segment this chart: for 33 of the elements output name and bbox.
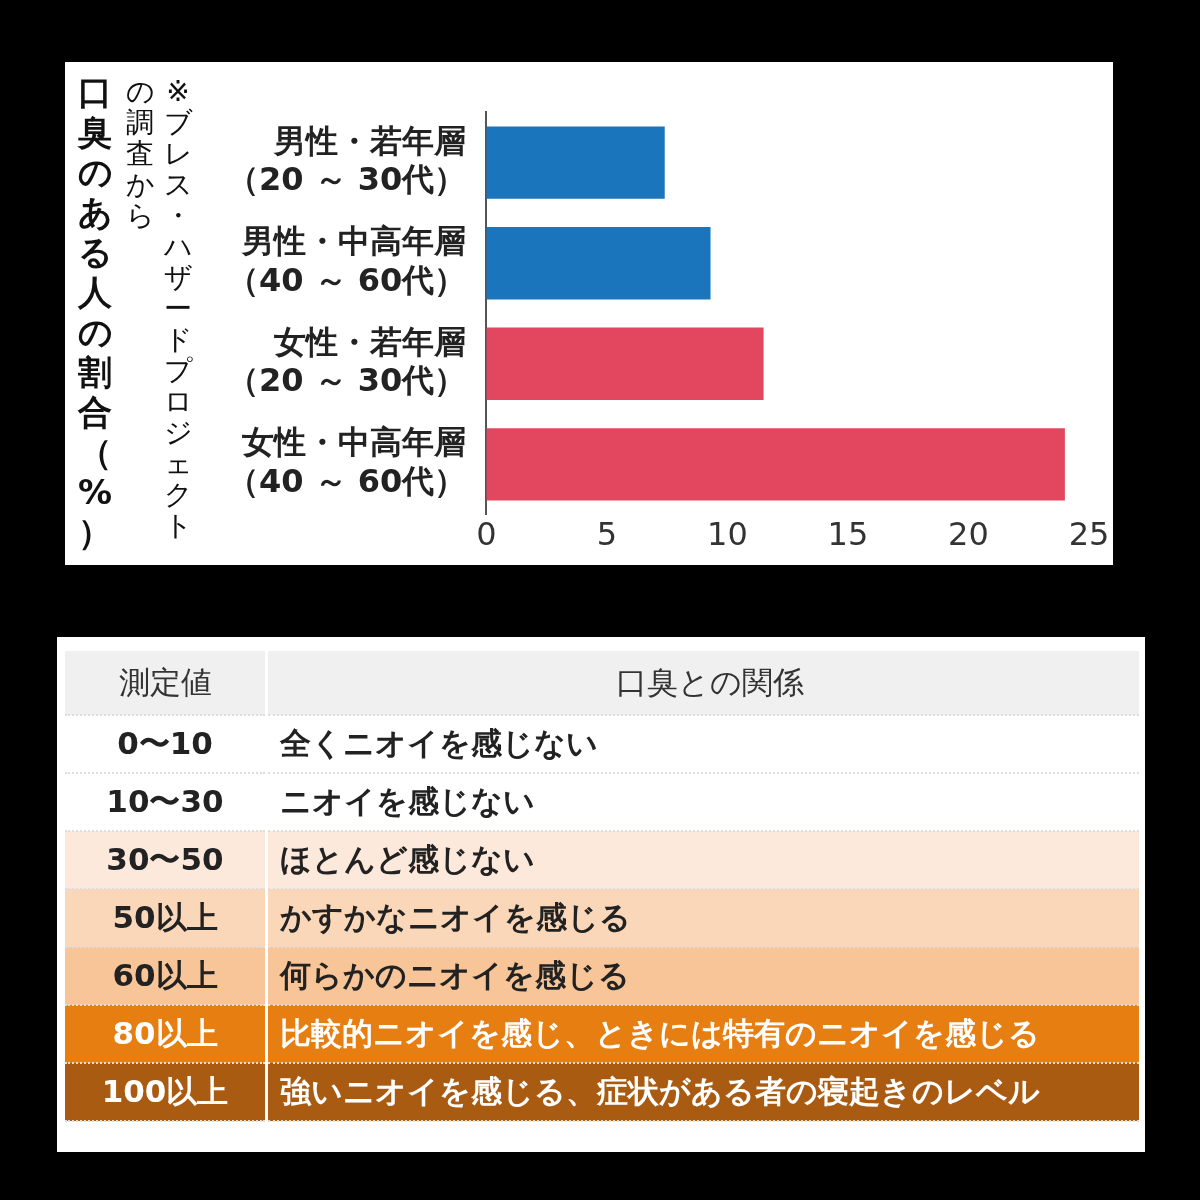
bar [486, 227, 711, 300]
text: かすかなニオイを感じる [266, 889, 1139, 947]
x-tick-label: 20 [948, 515, 989, 554]
text: ほとんど感じない [266, 831, 1139, 889]
y-tick-label: 女性・若年層（20 ～ 30代） [227, 322, 467, 400]
text: 口臭との関係 [266, 651, 1139, 715]
text: の調査から [124, 75, 156, 232]
y-tick-label: 男性・中高年層（40 ～ 60代） [227, 222, 467, 299]
text: 比較的ニオイを感じ、ときには特有のニオイを感じる [266, 1005, 1139, 1063]
text: 60以上 [65, 947, 267, 1005]
y-tick-label: 女性・中高年層（40 ～ 60代） [227, 423, 467, 500]
text: 10〜30 [65, 773, 267, 831]
x-tick-label: 25 [1068, 515, 1110, 554]
text: 口臭のある人の割合（%） [77, 72, 113, 552]
text: 0〜10 [65, 715, 267, 773]
bar [486, 327, 764, 400]
text: ※ブレス・ハザードプロジェクト [163, 75, 193, 542]
text: 何らかのニオイを感じる [266, 947, 1139, 1005]
x-tick-label: 15 [827, 515, 869, 554]
x-tick-label: 0 [476, 515, 497, 554]
x-tick-label: 10 [707, 515, 748, 554]
text: 全くニオイを感じない [266, 715, 1139, 773]
text: 強いニオイを感じる、症状がある者の寝起きのレベル [266, 1063, 1139, 1121]
bar [486, 428, 1065, 501]
x-tick-label: 5 [596, 515, 618, 554]
bar [486, 126, 665, 199]
text: 50以上 [65, 889, 267, 947]
text: 測定値 [65, 651, 267, 715]
y-tick-label: 男性・若年層（20 ～ 30代） [227, 121, 467, 199]
text: 100以上 [65, 1063, 267, 1121]
text: 80以上 [65, 1005, 267, 1063]
text: 30〜50 [65, 831, 267, 889]
text: ニオイを感じない [266, 773, 1139, 831]
